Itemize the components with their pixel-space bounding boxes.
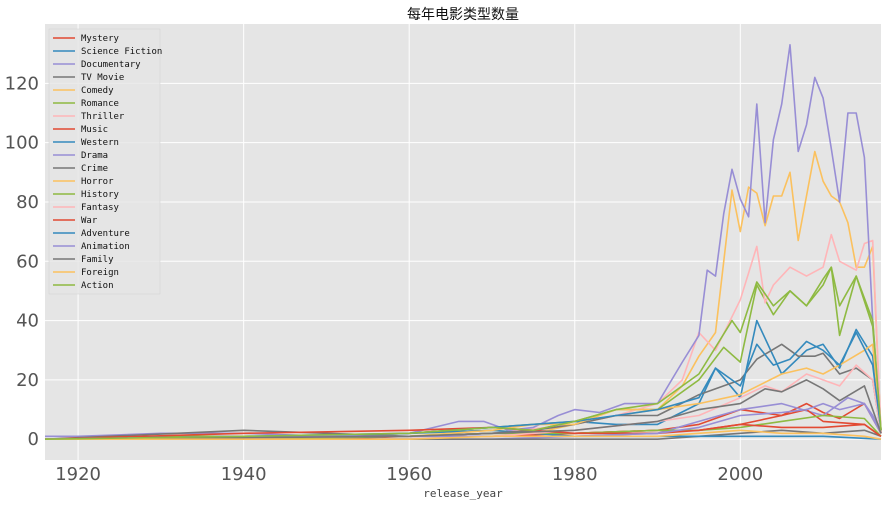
legend-label: Action [81, 281, 114, 291]
legend-label: Foreign [81, 268, 119, 278]
plot-area [45, 24, 881, 460]
legend-label: TV Movie [81, 73, 124, 83]
legend-label: Crime [81, 164, 108, 174]
y-tick-label: 100 [5, 133, 39, 154]
series-line-14 [44, 423, 882, 440]
y-tick-label: 0 [28, 429, 39, 450]
y-tick-label: 60 [16, 251, 39, 272]
legend-label: Documentary [81, 60, 141, 70]
y-tick-label: 120 [5, 73, 39, 94]
legend-label: Mystery [81, 34, 120, 44]
legend-label: Romance [81, 99, 119, 109]
series-line-19 [44, 266, 882, 440]
legend-box [48, 28, 161, 295]
x-tick-label: 1920 [55, 464, 101, 485]
legend-label: Comedy [81, 86, 114, 96]
legend-label: Horror [81, 177, 114, 187]
series-line-17 [44, 379, 882, 440]
legend-label: War [81, 216, 98, 226]
legend-label: Science Fiction [81, 47, 162, 57]
y-tick-labels: 0 20 40 60 80 100 120 [5, 73, 39, 450]
y-tick-label: 40 [16, 311, 39, 332]
series-group [44, 43, 882, 441]
x-tick-label: 1980 [552, 464, 598, 485]
y-tick-label: 20 [16, 370, 39, 391]
legend-label: Drama [81, 151, 108, 161]
series-line-11 [44, 343, 882, 440]
legend-label: Music [81, 125, 108, 135]
x-tick-labels: 1920 1940 1960 1980 2000 [55, 464, 763, 485]
legend-label: Family [81, 255, 114, 265]
series-line-9 [45, 43, 882, 438]
legend-label: History [81, 190, 120, 200]
legend-label: Thriller [81, 112, 125, 122]
series-line-18 [45, 429, 882, 441]
series-line-13 [44, 364, 882, 440]
x-axis-label: release_year [423, 487, 503, 500]
x-tick-label: 1960 [386, 464, 432, 485]
legend-label: Animation [81, 242, 130, 252]
chart-title: 每年电影类型数量 [407, 7, 519, 23]
legend-label: Western [81, 138, 119, 148]
y-tick-label: 80 [16, 192, 39, 213]
legend-label: Adventure [81, 229, 130, 239]
x-tick-label: 1940 [221, 464, 267, 485]
legend-label: Fantasy [81, 203, 120, 213]
legend: Mystery Science Fiction Documentary TV Movi… [48, 28, 162, 295]
x-tick-label: 2000 [717, 464, 763, 485]
